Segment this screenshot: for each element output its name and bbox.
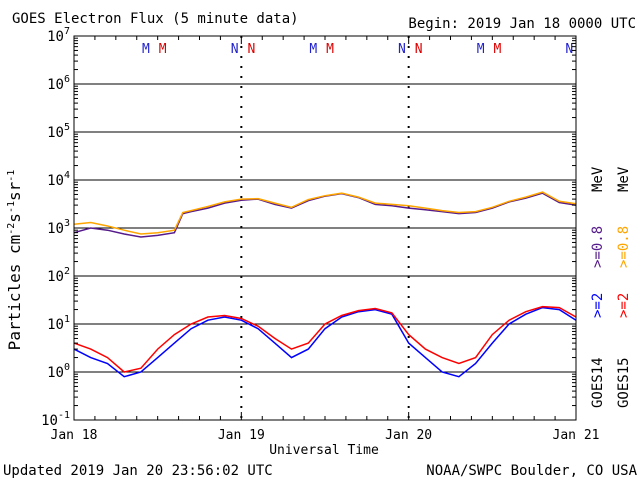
marker-n: N <box>565 42 573 57</box>
legend-ge08-goes15: >=0.8 <box>616 226 632 268</box>
y-tick-exponent: 7 <box>64 26 70 37</box>
y-tick-label: 103 <box>47 218 70 237</box>
y-tick-label: 102 <box>47 266 70 285</box>
y-tick-label: 104 <box>47 170 70 189</box>
y-tick-label: 10-1 <box>41 410 70 429</box>
legend-ge2-goes15: >=2 <box>616 293 632 318</box>
series-line-3 <box>73 305 577 373</box>
y-tick-label: 100 <box>47 362 70 381</box>
series-line-2 <box>73 306 577 378</box>
x-axis-label: Universal Time <box>269 443 379 458</box>
series-line-1 <box>73 191 577 235</box>
y-tick-label: 106 <box>47 74 70 93</box>
y-tick-exponent: 0 <box>64 362 70 373</box>
begin-time: Begin: 2019 Jan 18 0000 UTC <box>408 16 636 32</box>
x-tick-label: Jan 21 <box>553 428 600 443</box>
y-tick-exponent: -1 <box>58 410 70 421</box>
legend-ge08-goes14: >=0.8 <box>590 226 606 268</box>
x-tick-label: Jan 19 <box>218 428 265 443</box>
x-tick-label: Jan 18 <box>51 428 98 443</box>
marker-m: M <box>309 42 317 57</box>
legend-goes15-label: GOES15 <box>616 357 632 408</box>
updated-timestamp: Updated 2019 Jan 20 23:56:02 UTC <box>3 463 273 479</box>
credit-text: NOAA/SWPC Boulder, CO USA <box>426 463 637 479</box>
y-tick-label: 107 <box>47 26 70 45</box>
chart-title: GOES Electron Flux (5 minute data) <box>12 11 299 27</box>
marker-n: N <box>247 42 255 57</box>
marker-n: N <box>231 42 239 57</box>
data-series <box>73 191 577 378</box>
marker-m: M <box>477 42 485 57</box>
legend-goes14-label: GOES14 <box>590 357 606 408</box>
y-tick-exponent: 4 <box>64 170 70 181</box>
marker-m: M <box>142 42 150 57</box>
grid-lines <box>74 36 576 420</box>
marker-m: M <box>159 42 167 57</box>
marker-n: N <box>398 42 406 57</box>
x-tick-label: Jan 20 <box>385 428 432 443</box>
y-tick-exponent: 5 <box>64 122 70 133</box>
legend-unit-goes14: MeV <box>590 166 606 192</box>
legend: GOES14 GOES15 >=2 >=2 >=0.8 >=0.8 MeV MeV <box>590 166 632 408</box>
legend-unit-goes15: MeV <box>616 166 632 192</box>
y-axis-label: Particles cm-2s-1sr-1 <box>5 170 24 351</box>
y-tick-exponent: 3 <box>64 218 70 229</box>
y-tick-exponent: 2 <box>64 266 70 277</box>
y-tick-exponent: 1 <box>64 314 70 325</box>
legend-ge2-goes14: >=2 <box>590 293 606 318</box>
marker-n: N <box>415 42 423 57</box>
series-line-0 <box>73 192 577 238</box>
marker-m: M <box>493 42 501 57</box>
y-tick-exponent: 6 <box>64 74 70 85</box>
y-tick-label: 105 <box>47 122 70 141</box>
y-tick-label: 101 <box>47 314 70 333</box>
marker-m: M <box>326 42 334 57</box>
